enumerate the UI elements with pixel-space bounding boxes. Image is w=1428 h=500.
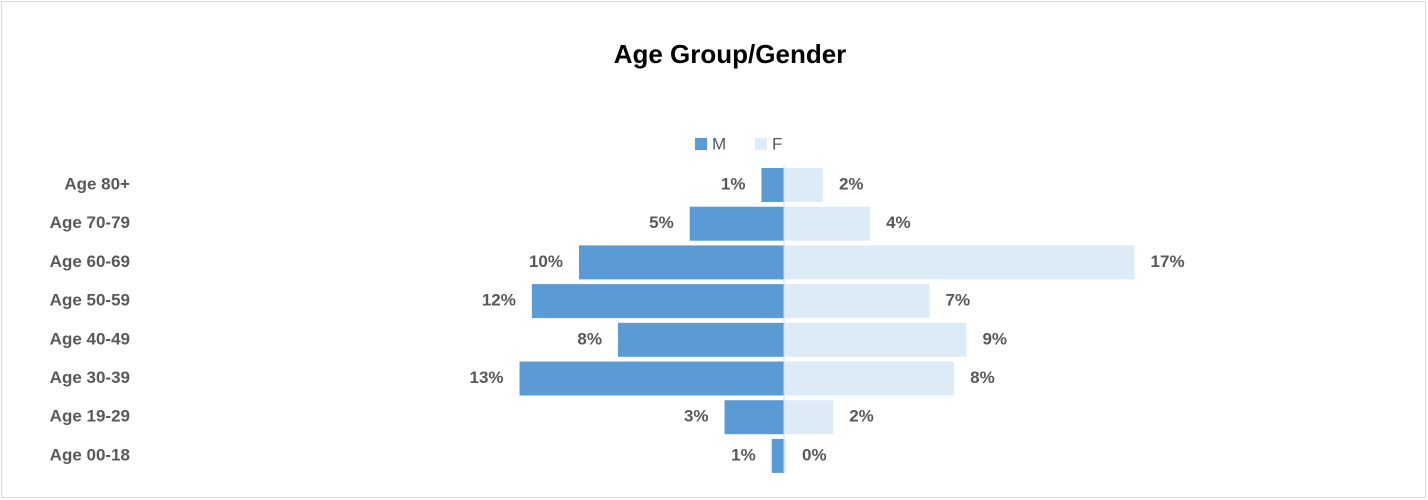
bar — [617, 322, 784, 357]
data-label: 13% — [470, 368, 504, 387]
y-tick-label: Age 40-49 — [50, 329, 130, 348]
legend-swatch — [695, 138, 707, 150]
bar — [784, 322, 967, 357]
chart-title: Age Group/Gender — [614, 39, 847, 69]
bar — [784, 438, 787, 473]
bar — [784, 400, 834, 435]
bar — [531, 284, 784, 319]
data-label: 10% — [529, 252, 563, 271]
data-label: 1% — [731, 445, 756, 464]
y-tick-label: Age 60-69 — [50, 252, 130, 271]
bar — [724, 400, 784, 435]
data-label: 12% — [482, 291, 516, 310]
data-label: 3% — [684, 407, 709, 426]
data-label: 1% — [721, 174, 746, 193]
data-label: 5% — [649, 213, 674, 232]
y-tick-label: Age 70-79 — [50, 213, 130, 232]
y-tick-label: Age 50-59 — [50, 291, 130, 310]
y-tick-label: Age 80+ — [64, 174, 130, 193]
data-label: 2% — [849, 407, 874, 426]
bar — [784, 245, 1135, 280]
data-label: 8% — [577, 329, 602, 348]
legend-label: M — [712, 134, 726, 153]
y-tick-label: Age 19-29 — [50, 407, 130, 426]
bar — [761, 168, 784, 202]
y-tick-label: Age 00-18 — [50, 445, 130, 464]
data-label: 8% — [970, 368, 995, 387]
bar — [784, 361, 955, 396]
data-label: 7% — [946, 291, 971, 310]
data-label: 0% — [802, 445, 827, 464]
legend-swatch — [755, 138, 767, 150]
data-label: 4% — [886, 213, 911, 232]
y-tick-label: Age 30-39 — [50, 368, 130, 387]
bar — [784, 284, 930, 319]
bar — [689, 206, 784, 241]
bar — [579, 245, 784, 280]
data-label: 2% — [839, 174, 864, 193]
bar — [771, 438, 784, 473]
bar — [519, 361, 784, 396]
legend-label: F — [772, 134, 782, 153]
data-label: 17% — [1151, 252, 1185, 271]
bar — [784, 206, 871, 241]
data-label: 9% — [982, 329, 1007, 348]
bar — [784, 168, 823, 202]
